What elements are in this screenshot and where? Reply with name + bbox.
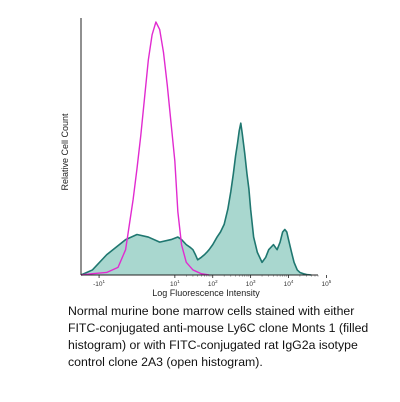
x-axis-title: Log Fluorescence Intensity bbox=[152, 288, 260, 298]
x-tick-layer: -101 101 102 103 104 105 bbox=[93, 275, 332, 288]
series-layer bbox=[80, 21, 312, 276]
figure-caption: Normal murine bone marrow cells stained … bbox=[68, 304, 369, 369]
open-histogram-line bbox=[80, 21, 210, 276]
x-tick-label: 101 bbox=[170, 279, 180, 288]
x-tick-label: 105 bbox=[322, 279, 332, 288]
x-tick-label: -101 bbox=[93, 279, 105, 288]
x-tick-label: 103 bbox=[246, 279, 256, 288]
x-tick-label: 104 bbox=[284, 279, 294, 288]
y-axis-title: Relative Cell Count bbox=[60, 113, 70, 191]
histogram-chart: -101 101 102 103 104 105 Log Fluorescence Int… bbox=[60, 18, 332, 298]
x-tick-label: 102 bbox=[208, 279, 218, 288]
filled-histogram-area bbox=[81, 123, 312, 275]
